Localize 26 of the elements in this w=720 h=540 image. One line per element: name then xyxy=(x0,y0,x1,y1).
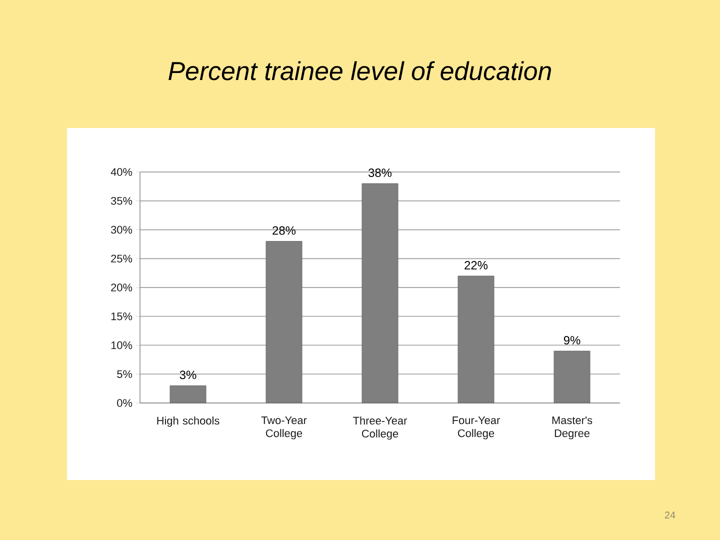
x-tick-label: High schools xyxy=(157,416,220,427)
data-label: 3% xyxy=(180,370,196,380)
x-tick-label: Master's Degree xyxy=(552,416,592,440)
y-tick-label: 40% xyxy=(110,168,132,176)
y-tick-label: 10% xyxy=(111,341,132,350)
y-tick-label: 20% xyxy=(111,284,132,292)
x-tick-label: Two-Year College xyxy=(261,416,307,440)
x-tick-label: Three-Year College xyxy=(353,416,408,440)
chart-title: Percent trainee level of education xyxy=(168,61,551,80)
text: 24 xyxy=(664,512,676,518)
bar xyxy=(170,385,206,404)
bar xyxy=(362,183,398,404)
y-tick-label: 5% xyxy=(117,370,132,378)
y-tick-label: 35% xyxy=(110,196,132,205)
bar xyxy=(554,350,590,404)
bar xyxy=(458,276,494,404)
bar xyxy=(266,241,302,404)
y-tick-label: 30% xyxy=(110,226,132,234)
x-tick-label: Four-Year College xyxy=(452,416,500,440)
y-tick-label: 0% xyxy=(117,399,132,407)
data-label: 28% xyxy=(272,226,296,235)
data-label: 9% xyxy=(564,336,580,344)
data-label: 38% xyxy=(368,168,392,178)
y-tick-label: 25% xyxy=(111,254,132,262)
data-label: 22% xyxy=(464,261,488,270)
y-tick-label: 15% xyxy=(111,312,132,320)
